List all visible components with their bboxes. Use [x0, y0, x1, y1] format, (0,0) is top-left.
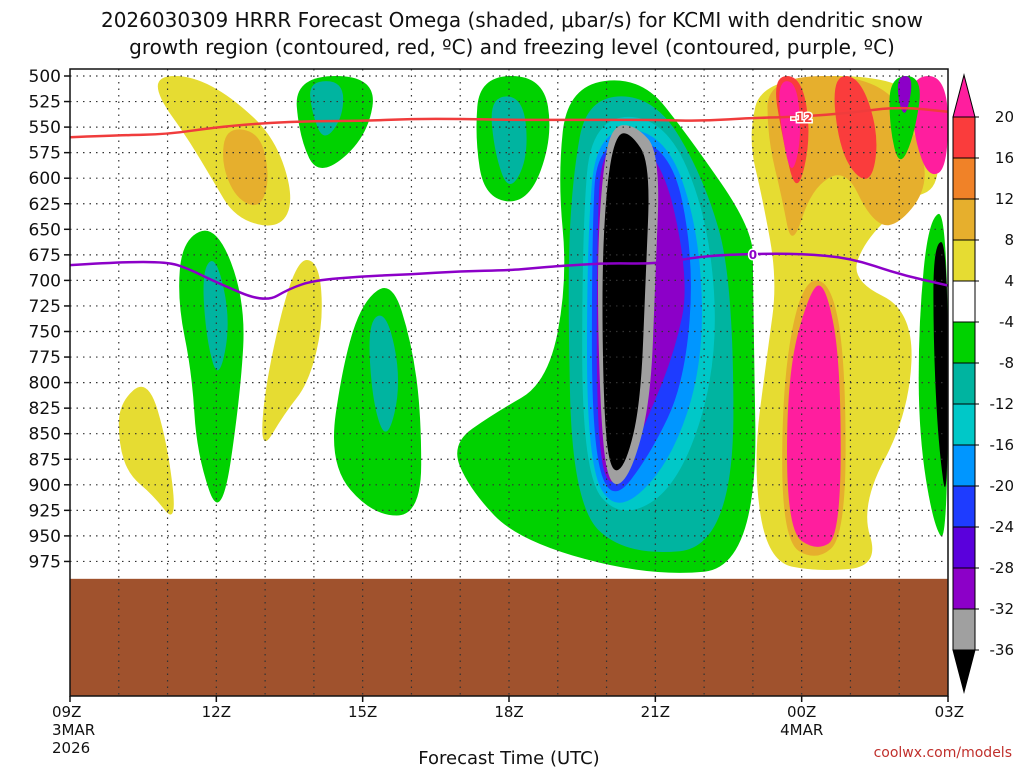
omega-yellow-2 — [262, 260, 322, 442]
omega-teal-2 — [491, 96, 527, 184]
colorbar-label-8: 8 — [1004, 231, 1014, 249]
omega-black-main — [602, 133, 649, 471]
colorbar-box--32-to--28 — [952, 567, 976, 610]
colorbar-box--8-to--4 — [952, 321, 976, 364]
colorbar-label--8: -8 — [999, 354, 1014, 372]
colorbar-box--36-to--32 — [952, 608, 976, 651]
x-axis-title: Forecast Time (UTC) — [418, 748, 599, 768]
colorbar-label-20: 20 — [995, 108, 1014, 126]
omega-yellow-3 — [118, 386, 174, 515]
y-tick-label-500: 500 — [29, 67, 61, 87]
omega-orange-1 — [223, 129, 268, 206]
chart-title-line-1: 2026030309 HRRR Forecast Omega (shaded, … — [101, 8, 923, 32]
colorbar-label-4: 4 — [1004, 272, 1014, 290]
y-axis: 500 525 550 575 600 625 650 675 700 725 750 775 800 8… — [29, 67, 70, 572]
y-tick-label-925: 925 — [29, 501, 61, 521]
omega-pink-6 — [787, 285, 841, 547]
freezing-contour-label: 0 — [749, 248, 757, 262]
colorbar-label-12: 12 — [995, 190, 1014, 208]
colorbar-high-arrow — [952, 73, 976, 118]
colorbar-label-16: 16 — [995, 149, 1014, 167]
omega-shading-layer — [70, 76, 948, 696]
colorbar-box-8-to-12 — [952, 198, 976, 241]
y-tick-label-950: 950 — [29, 527, 61, 547]
chart-title-line-2: growth region (contoured, red, ºC) and f… — [129, 35, 895, 59]
y-tick-label-725: 725 — [29, 297, 61, 317]
y-tick-label-675: 675 — [29, 246, 61, 266]
omega-teal-3 — [203, 261, 228, 371]
colorbar-label--24: -24 — [990, 518, 1015, 536]
colorbar-label--4: -4 — [999, 313, 1014, 331]
colorbar-label--20: -20 — [990, 477, 1015, 495]
x-tick-label-0: 09Z — [52, 703, 81, 721]
x-tick-label-3: 18Z — [494, 703, 523, 721]
y-tick-label-700: 700 — [29, 271, 61, 291]
colorbar-box--28-to--24 — [952, 526, 976, 569]
y-tick-label-975: 975 — [29, 552, 61, 572]
colorbar-label--28: -28 — [990, 559, 1015, 577]
x-tick-label-5: 00Z — [787, 703, 816, 721]
omega-green-5 — [889, 76, 920, 160]
x-tick-date-5: 4MAR — [780, 721, 823, 739]
omega-pink-5 — [911, 76, 948, 175]
y-tick-label-550: 550 — [29, 118, 61, 138]
colorbar-label--36: -36 — [990, 641, 1015, 659]
colorbar-box-12-to-16 — [952, 157, 976, 200]
x-tick-label-1: 12Z — [202, 703, 231, 721]
x-tick-label-6: 03Z — [935, 703, 964, 721]
colorbar-box-16-to-20 — [952, 116, 976, 159]
colorbar-box-4-to-8 — [952, 239, 976, 282]
y-tick-label-575: 575 — [29, 144, 61, 164]
dgz-contour-label: -12 — [791, 111, 813, 125]
colorbar-box--4-to-4 — [952, 280, 976, 323]
y-tick-label-650: 650 — [29, 220, 61, 240]
y-tick-label-850: 850 — [29, 425, 61, 445]
y-tick-label-875: 875 — [29, 450, 61, 470]
colorbar-box--20-to--16 — [952, 444, 976, 487]
y-tick-label-775: 775 — [29, 348, 61, 368]
y-tick-label-800: 800 — [29, 374, 61, 394]
x-tick-date-0: 3MAR — [52, 721, 95, 739]
y-tick-label-525: 525 — [29, 93, 61, 113]
credit-text: coolwx.com/models — [874, 745, 1012, 761]
colorbar-box--12-to--8 — [952, 362, 976, 405]
omega-red-5 — [834, 76, 877, 179]
colorbar-label--16: -16 — [990, 436, 1015, 454]
omega-green-3 — [179, 230, 244, 503]
omega-black-7 — [933, 242, 948, 488]
omega-pink-4 — [779, 81, 801, 168]
y-tick-label-600: 600 — [29, 169, 61, 189]
omega-teal-4 — [369, 315, 399, 432]
colorbar-box--16-to--12 — [952, 403, 976, 446]
colorbar-label--12: -12 — [990, 395, 1015, 413]
x-tick-label-2: 15Z — [348, 703, 377, 721]
colorbar: 20 16 12 8 4 -4 -8 -12 -16 -20 -24 -28 -32 -36 — [952, 73, 1015, 694]
omega-purple-5 — [897, 76, 912, 113]
contour-layer: -12 0 — [70, 106, 948, 300]
ground — [70, 578, 948, 696]
y-tick-label-625: 625 — [29, 195, 61, 215]
y-tick-label-900: 900 — [29, 476, 61, 496]
grid-lines — [70, 69, 948, 696]
colorbar-label--32: -32 — [990, 600, 1015, 618]
dgz-minus12 — [70, 106, 948, 139]
y-tick-label-825: 825 — [29, 399, 61, 419]
y-tick-label-750: 750 — [29, 323, 61, 343]
colorbar-low-arrow — [952, 649, 976, 694]
freezing-level-0 — [70, 252, 948, 300]
colorbar-box--24-to--20 — [952, 485, 976, 528]
x-tick-label-4: 21Z — [641, 703, 670, 721]
x-tick-year-0: 2026 — [52, 739, 90, 757]
